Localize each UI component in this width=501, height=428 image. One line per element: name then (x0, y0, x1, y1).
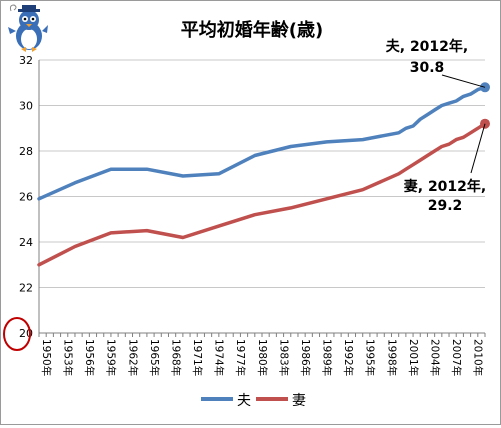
penguin-mascot-icon (8, 4, 48, 52)
x-tick-label: 1968年 (169, 339, 182, 376)
legend: 夫 妻 (201, 393, 306, 409)
annotation-value: 29.2 (428, 198, 463, 214)
x-tick-label: 1956年 (83, 339, 96, 376)
y-tick-label: 24 (19, 236, 33, 249)
x-tick-label: 2007年 (450, 339, 463, 376)
x-tick-label: 1965年 (148, 339, 161, 376)
y-origin-highlight-circle (3, 317, 31, 351)
x-tick-label: 1998年 (385, 339, 398, 376)
x-tick-label: 1995年 (364, 339, 377, 376)
chart-title: 平均初婚年齢(歳) (181, 19, 323, 41)
legend-label-wife: 妻 (292, 393, 306, 409)
y-tick-label: 26 (19, 191, 33, 204)
x-tick-label: 1959年 (105, 339, 118, 376)
y-tick-label: 32 (19, 54, 33, 67)
annotation-leader (470, 123, 486, 174)
series-line-husband (37, 85, 487, 201)
annotation-label: 妻, 2012年, (404, 178, 486, 195)
x-tick-label: 2010年 (472, 339, 485, 376)
series-lines (37, 82, 490, 267)
x-tick-label: 1989年 (321, 339, 334, 376)
x-tick-label: 1980年 (256, 339, 269, 376)
x-tick-label: 1992年 (342, 339, 355, 376)
grid-lines (38, 59, 486, 337)
x-tick-label: 1986年 (299, 339, 312, 376)
x-tick-label: 1977年 (234, 339, 247, 376)
y-tick-label: 30 (19, 100, 33, 113)
series-line-wife (37, 121, 487, 267)
x-tick-label: 1950年 (40, 339, 53, 376)
annotation-value: 30.8 (410, 60, 445, 76)
x-tick-label: 2001年 (407, 339, 420, 376)
annotation-label: 夫, 2012年, (386, 38, 468, 55)
x-tick-labels: 1950年 1953年 1956年 1959年 1962年 1965年 1968年 1971年… (40, 339, 485, 376)
x-tick-label: 1974年 (213, 339, 226, 376)
x-tick-label: 1962年 (126, 339, 139, 376)
y-tick-label: 28 (19, 145, 33, 158)
x-tick-label: 1971年 (191, 339, 204, 376)
x-tick-label: 1983年 (277, 339, 290, 376)
x-tick-label: 1953年 (62, 339, 75, 376)
legend-label-husband: 夫 (237, 393, 251, 409)
annotations: 夫, 2012年, 30.8 妻, 2012年, 29.2 (386, 38, 486, 214)
x-tick-label: 2004年 (428, 339, 441, 376)
annotation-leader (441, 74, 486, 88)
y-tick-label: 22 (19, 282, 33, 295)
